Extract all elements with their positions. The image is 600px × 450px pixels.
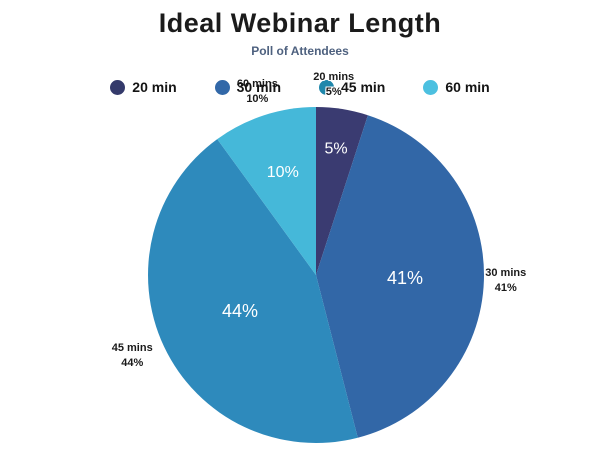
pie-outer-label-category: 30 mins xyxy=(485,266,527,279)
legend-swatch xyxy=(423,79,439,95)
legend-item-label: 45 min xyxy=(341,79,386,95)
pie-inner-label: 10% xyxy=(267,164,299,181)
pie-slice-20-min xyxy=(316,107,368,275)
legend-item-30-min: 30 min xyxy=(214,79,281,95)
legend-item-20-min: 20 min xyxy=(110,79,177,95)
legend-swatch xyxy=(214,79,230,95)
pie-outer-label-30-min: 30 mins 41% xyxy=(485,266,526,296)
legend-item-60-min: 60 min xyxy=(423,79,490,95)
pie-outer-label-percent: 44% xyxy=(121,356,144,369)
pie-outer-label-45-min: 45 mins 44% xyxy=(112,341,153,371)
pie-outer-label-category: 20 mins xyxy=(313,71,355,84)
pie-slice-60-min xyxy=(217,107,316,275)
pie-inner-label: 44% xyxy=(222,301,258,321)
pie-inner-label: 5% xyxy=(324,140,347,157)
legend-item-label: 30 min xyxy=(236,79,281,95)
pie-outer-label-percent: 41% xyxy=(494,281,517,294)
pie-outer-label-20-min: 20 mins 5% xyxy=(313,70,354,100)
pie-slice-45-min xyxy=(148,139,358,443)
chart-subtitle: Poll of Attendees xyxy=(251,44,349,58)
pie-slice-30-min xyxy=(316,115,484,438)
pie-inner-label: 41% xyxy=(387,268,423,288)
pie-outer-label-category: 45 mins xyxy=(111,341,153,354)
pie-outer-label-60-min: 60 mins 10% xyxy=(237,77,278,107)
legend: 20 min 30 min 45 min 60 min xyxy=(0,79,600,95)
legend-item-label: 20 min xyxy=(132,79,177,95)
pie-outer-label-percent: 10% xyxy=(246,93,269,106)
chart-title: Ideal Webinar Length xyxy=(158,8,442,38)
legend-swatch xyxy=(110,79,126,95)
pie-outer-label-percent: 5% xyxy=(325,86,342,99)
legend-swatch xyxy=(319,79,334,95)
legend-item-label: 60 min xyxy=(445,79,490,95)
legend-item-45-min: 45 min xyxy=(319,79,385,95)
pie-outer-label-category: 60 mins xyxy=(236,78,278,91)
